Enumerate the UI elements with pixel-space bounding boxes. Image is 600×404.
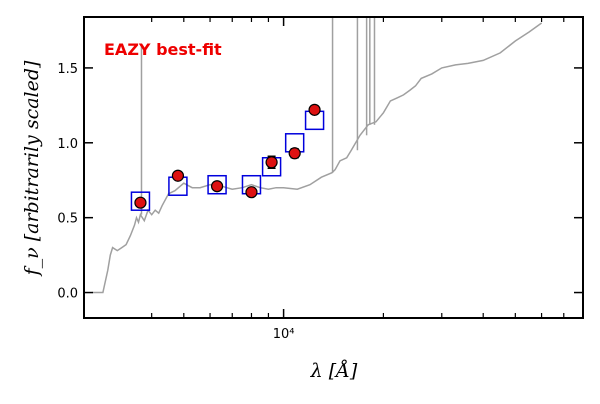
model-spectrum-layer bbox=[92, 22, 543, 294]
observed-photometry-point bbox=[245, 186, 258, 199]
y-tick-label: 0.0 bbox=[57, 287, 78, 302]
y-tick-label: 1.0 bbox=[57, 137, 78, 152]
axes-layer: 0.0 0.5 1.0 1.5 10⁴ bbox=[57, 16, 584, 342]
x-tick-label: 10⁴ bbox=[273, 327, 295, 342]
emission-lines-layer bbox=[140, 17, 376, 215]
plot-frame bbox=[83, 16, 584, 319]
model-photometry-layer bbox=[130, 110, 325, 211]
y-axis-label: f_ν [arbitrarily scaled] bbox=[21, 60, 43, 277]
observed-photometry-point bbox=[171, 169, 185, 182]
model-photometry-square bbox=[207, 174, 227, 195]
observed-photometry-point bbox=[210, 180, 224, 193]
observed-photometry-point bbox=[265, 156, 278, 169]
observed-photometry-layer bbox=[134, 103, 321, 209]
observed-photometry-point bbox=[308, 103, 321, 116]
observed-photometry-point bbox=[288, 147, 301, 160]
x-axis-label: λ [Å] bbox=[310, 360, 358, 382]
observed-photometry-point bbox=[134, 196, 147, 209]
y-tick-label: 1.5 bbox=[57, 62, 78, 77]
model-spectrum-line bbox=[92, 22, 543, 294]
y-tick-label: 0.5 bbox=[57, 212, 78, 227]
model-photometry-square bbox=[130, 191, 151, 211]
chart-annotation: EAZY best-fit bbox=[104, 40, 222, 59]
